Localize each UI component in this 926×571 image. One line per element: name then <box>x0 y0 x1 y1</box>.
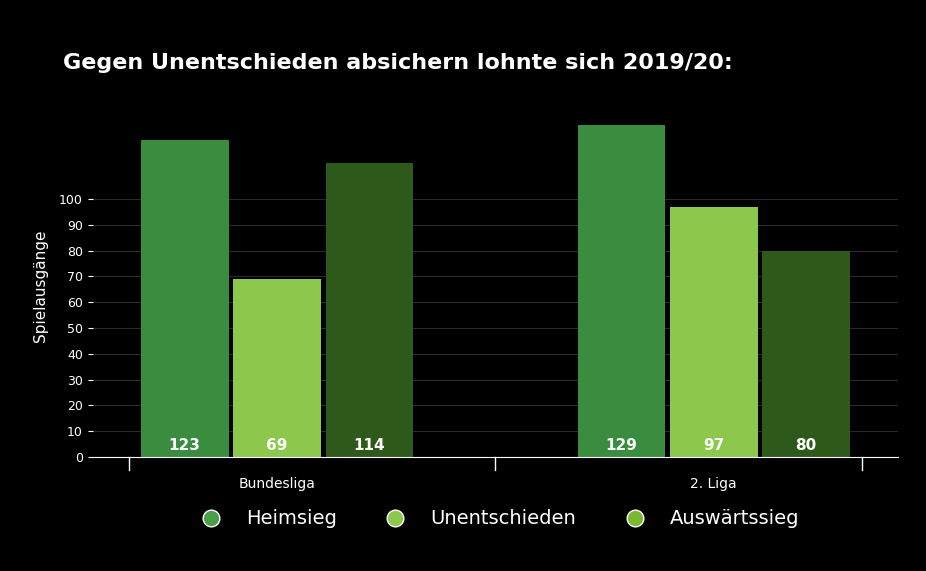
Bar <box>326 163 413 457</box>
Bar <box>762 251 850 457</box>
Text: 80: 80 <box>795 438 817 453</box>
Text: 123: 123 <box>169 438 201 453</box>
Bar <box>669 207 757 457</box>
Text: Bundesliga: Bundesliga <box>239 477 316 492</box>
Text: 69: 69 <box>267 438 288 453</box>
Bar <box>578 124 665 457</box>
Text: 129: 129 <box>606 438 637 453</box>
Legend: Heimsieg, Unentschieden, Auswärtssieg: Heimsieg, Unentschieden, Auswärtssieg <box>184 501 807 536</box>
Y-axis label: Spielausgänge: Spielausgänge <box>33 229 48 342</box>
Bar <box>141 140 229 457</box>
Text: 97: 97 <box>703 438 724 453</box>
Text: 114: 114 <box>354 438 385 453</box>
Bar <box>233 279 321 457</box>
Text: Gegen Unentschieden absichern lohnte sich 2019/20:: Gegen Unentschieden absichern lohnte sic… <box>63 53 732 73</box>
Text: 2. Liga: 2. Liga <box>691 477 737 492</box>
